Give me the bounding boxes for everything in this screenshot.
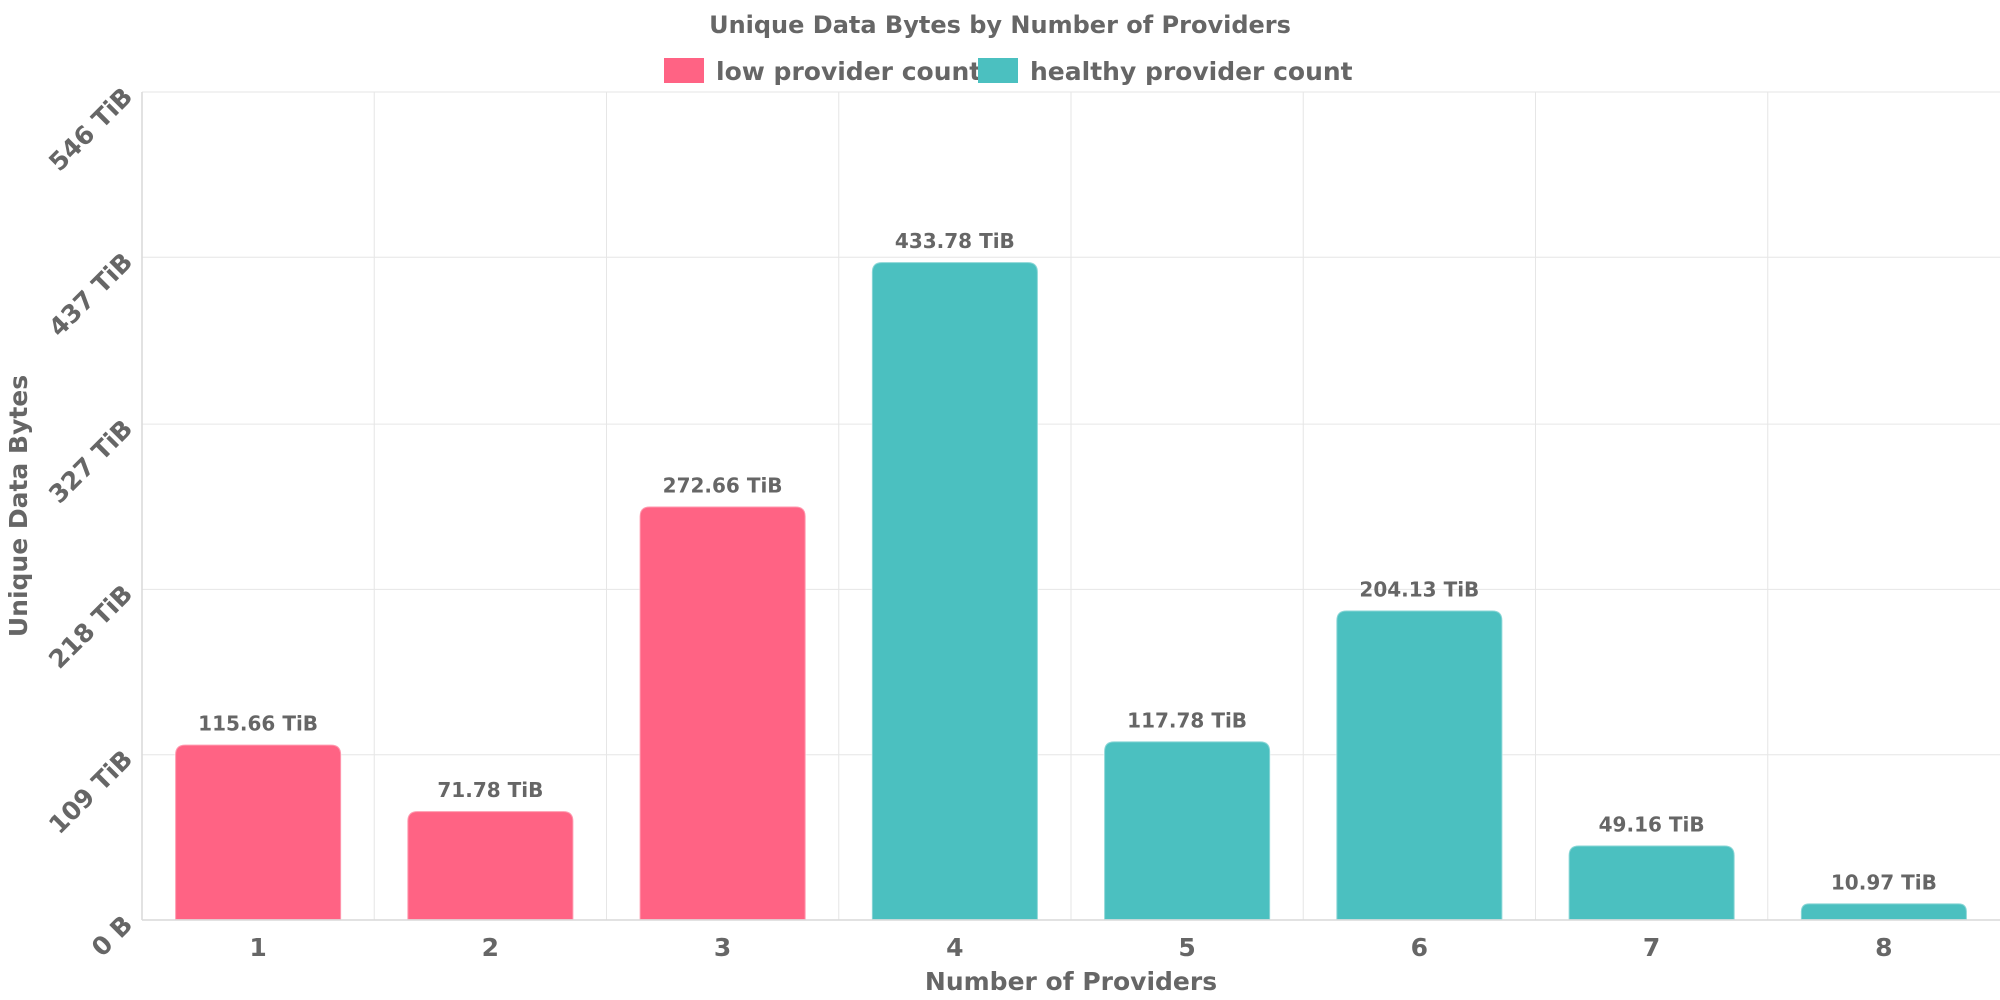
bar-6[interactable] xyxy=(1335,609,1504,921)
data-label-8: 10.97 TiB xyxy=(1831,870,1937,894)
x-tick-2: 2 xyxy=(482,933,499,962)
x-tick-8: 8 xyxy=(1875,933,1892,962)
data-label-5: 117.78 TiB xyxy=(1127,708,1247,732)
data-label-4: 433.78 TiB xyxy=(895,229,1015,253)
data-label-2: 71.78 TiB xyxy=(437,778,543,802)
x-tick-6: 6 xyxy=(1411,933,1428,962)
y-tick-218-tib: 218 TiB xyxy=(43,579,138,674)
legend-label-healthy-provider-count: healthy provider count xyxy=(1030,57,1353,86)
data-label-3: 272.66 TiB xyxy=(663,474,783,498)
data-label-1: 115.66 TiB xyxy=(198,712,318,736)
data-label-7: 49.16 TiB xyxy=(1599,812,1705,836)
bar-2[interactable] xyxy=(406,810,575,921)
x-tick-1: 1 xyxy=(249,933,266,962)
legend: low provider count healthy provider coun… xyxy=(664,57,1353,86)
legend-swatch-healthy-provider-count xyxy=(978,58,1018,83)
bar-8[interactable] xyxy=(1799,902,1968,921)
bar-4[interactable] xyxy=(870,261,1039,921)
bar-1[interactable] xyxy=(174,743,343,921)
bar-3[interactable] xyxy=(638,505,807,921)
bar-5[interactable] xyxy=(1103,740,1272,921)
y-tick-437-tib: 437 TiB xyxy=(43,247,138,342)
y-axis-title: Unique Data Bytes xyxy=(4,375,33,637)
data-labels: 115.66 TiB 71.78 TiB 272.66 TiB 433.78 TiB 1… xyxy=(198,229,1937,894)
legend-swatch-low-provider-count xyxy=(664,58,704,83)
data-label-6: 204.13 TiB xyxy=(1359,577,1479,601)
bars xyxy=(174,261,1968,921)
bar-7[interactable] xyxy=(1567,844,1736,921)
x-tick-3: 3 xyxy=(714,933,731,962)
y-axis-ticks: 0 B 109 TiB 218 TiB 327 TiB 437 TiB 546 TiB xyxy=(43,82,138,962)
x-tick-7: 7 xyxy=(1643,933,1660,962)
legend-label-low-provider-count: low provider count xyxy=(716,57,981,86)
grid xyxy=(142,91,2000,920)
x-tick-5: 5 xyxy=(1178,933,1195,962)
chart-title: Unique Data Bytes by Number of Providers xyxy=(709,11,1291,39)
x-axis-title: Number of Providers xyxy=(925,967,1217,996)
y-tick-546-tib: 546 TiB xyxy=(43,82,138,177)
y-tick-109-tib: 109 TiB xyxy=(43,744,138,839)
x-tick-4: 4 xyxy=(946,933,963,962)
y-tick-327-tib: 327 TiB xyxy=(43,414,138,509)
y-tick-0-b: 0 B xyxy=(86,910,138,962)
x-axis-ticks: 1 2 3 4 5 6 7 8 xyxy=(249,933,1892,962)
